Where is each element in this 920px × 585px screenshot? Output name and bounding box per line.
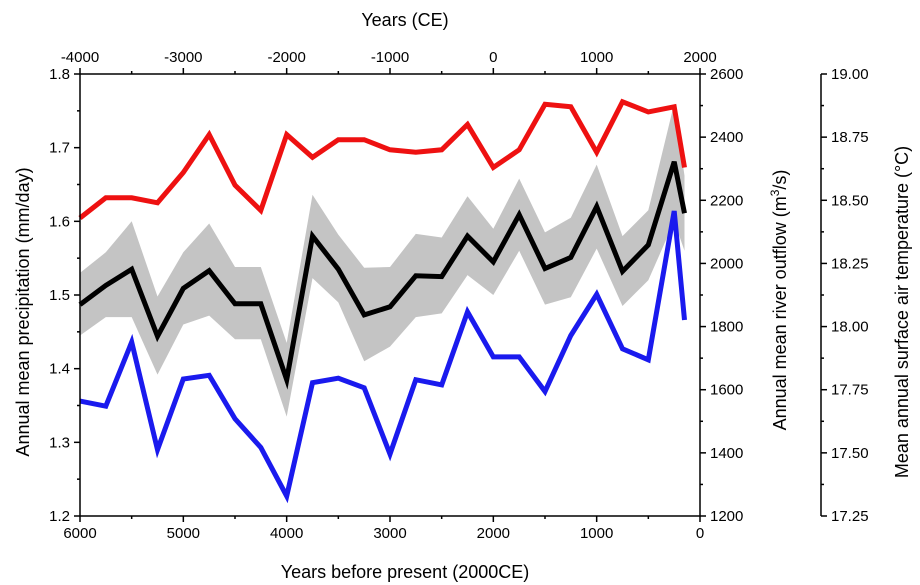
bottom-tick-label: 5000 <box>167 525 200 542</box>
temperature-tick-label: 18.25 <box>831 255 869 272</box>
left-tick-label: 1.5 <box>49 287 70 304</box>
left-tick-label: 1.4 <box>49 361 70 378</box>
river-outflow-line <box>79 210 687 504</box>
outflow-tick-label: 1400 <box>710 445 743 462</box>
bottom-tick-label: 2000 <box>477 525 510 542</box>
left-tick-label: 1.2 <box>49 508 70 525</box>
outflow-tick-label: 1200 <box>710 508 743 525</box>
temperature-tick-label: 17.75 <box>831 382 869 399</box>
temperature-line <box>78 98 687 220</box>
left-tick-label: 1.6 <box>49 213 70 230</box>
top-tick-label: 1000 <box>580 49 613 66</box>
outflow-tick-label: 2000 <box>710 255 743 272</box>
temperature-tick-label: 17.50 <box>831 445 869 462</box>
bottom-tick-label: 1000 <box>580 525 613 542</box>
plot-area <box>78 98 687 504</box>
top-axis-title: Years (CE) <box>361 10 448 30</box>
left-tick-label: 1.3 <box>49 434 70 451</box>
outflow-tick-label: 1800 <box>710 319 743 336</box>
temperature-tick-label: 18.00 <box>831 319 869 336</box>
bottom-tick-label: 6000 <box>63 525 96 542</box>
temperature-tick-label: 17.25 <box>831 508 869 525</box>
top-tick-label: 2000 <box>683 49 716 66</box>
axes: 6000 5000 4000 3000 2000 1000 0 -4000 -3000 -2000… <box>49 49 868 542</box>
top-tick-label: 0 <box>489 49 497 66</box>
outflow-tick-label: 2200 <box>710 192 743 209</box>
temperature-tick-label: 18.50 <box>831 192 869 209</box>
left-tick-label: 1.7 <box>49 140 70 157</box>
outflow-title-prefix: Annual mean river outflow (m <box>770 196 790 430</box>
left-axis-title: Annual mean precipitation (mm/day) <box>13 167 33 456</box>
temperature-tick-label: 18.75 <box>831 129 869 146</box>
top-tick-label: -1000 <box>371 49 409 66</box>
bottom-axis-title: Years before present (2000CE) <box>281 562 529 582</box>
outflow-tick-label: 2400 <box>710 129 743 146</box>
outflow-tick-label: 2600 <box>710 66 743 83</box>
outflow-title-superscript: 3 <box>768 189 782 196</box>
outflow-title-suffix: /s) <box>770 170 790 190</box>
temperature-tick-label: 19.00 <box>831 66 869 83</box>
right-axis-title-temperature: Mean annual surface air temperature (°C) <box>892 146 912 478</box>
top-tick-label: -3000 <box>164 49 202 66</box>
bottom-tick-label: 3000 <box>373 525 406 542</box>
precipitation-line <box>78 160 687 390</box>
outflow-tick-label: 1600 <box>710 382 743 399</box>
bottom-tick-label: 4000 <box>270 525 303 542</box>
bottom-tick-label: 0 <box>696 525 704 542</box>
left-tick-label: 1.8 <box>49 66 70 83</box>
top-tick-label: -4000 <box>61 49 99 66</box>
top-tick-label: -2000 <box>267 49 305 66</box>
right-axis-title-outflow: Annual mean river outflow (m3/s) <box>768 170 790 431</box>
